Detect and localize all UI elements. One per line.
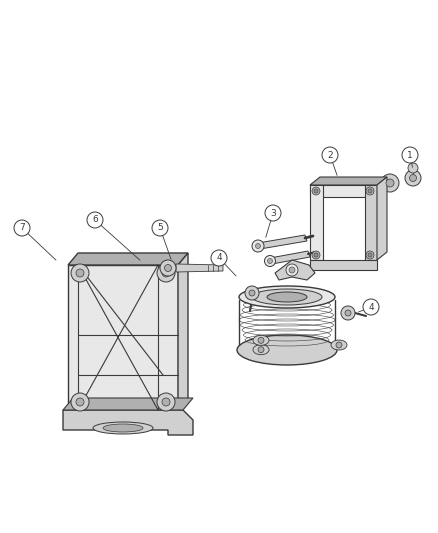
- Circle shape: [160, 260, 176, 276]
- Circle shape: [366, 251, 374, 259]
- Circle shape: [381, 174, 399, 192]
- Polygon shape: [310, 177, 387, 185]
- Polygon shape: [178, 253, 188, 410]
- Text: 5: 5: [157, 223, 163, 232]
- Ellipse shape: [239, 286, 335, 308]
- Circle shape: [268, 259, 272, 263]
- Circle shape: [249, 290, 255, 296]
- Circle shape: [265, 255, 276, 266]
- Polygon shape: [310, 260, 377, 270]
- Circle shape: [255, 244, 261, 248]
- Circle shape: [312, 251, 320, 259]
- Circle shape: [76, 398, 84, 406]
- Ellipse shape: [93, 422, 153, 434]
- Polygon shape: [270, 251, 310, 264]
- Circle shape: [252, 240, 264, 252]
- Polygon shape: [365, 185, 377, 260]
- Polygon shape: [68, 253, 188, 265]
- Circle shape: [368, 253, 372, 257]
- Text: 4: 4: [368, 303, 374, 311]
- Circle shape: [402, 147, 418, 163]
- Circle shape: [341, 306, 355, 320]
- Circle shape: [314, 189, 318, 193]
- Ellipse shape: [252, 289, 322, 305]
- Ellipse shape: [253, 335, 269, 345]
- Circle shape: [152, 220, 168, 236]
- Circle shape: [245, 286, 259, 300]
- Circle shape: [314, 253, 318, 257]
- Text: 4: 4: [216, 254, 222, 262]
- Circle shape: [386, 179, 394, 187]
- Circle shape: [76, 269, 84, 277]
- Circle shape: [405, 170, 421, 186]
- Circle shape: [71, 264, 89, 282]
- Circle shape: [363, 299, 379, 315]
- Ellipse shape: [103, 424, 143, 432]
- Circle shape: [312, 187, 320, 195]
- Polygon shape: [377, 177, 387, 260]
- Circle shape: [87, 212, 103, 228]
- Circle shape: [286, 264, 298, 276]
- Text: 3: 3: [270, 208, 276, 217]
- Circle shape: [258, 346, 264, 353]
- Circle shape: [345, 310, 351, 316]
- Circle shape: [289, 267, 295, 273]
- Polygon shape: [68, 265, 178, 410]
- Ellipse shape: [331, 340, 347, 350]
- Circle shape: [165, 264, 172, 271]
- Circle shape: [336, 342, 342, 348]
- Polygon shape: [310, 185, 323, 260]
- Circle shape: [408, 163, 418, 173]
- Text: 1: 1: [407, 150, 413, 159]
- Circle shape: [14, 220, 30, 236]
- Circle shape: [211, 250, 227, 266]
- Circle shape: [265, 205, 281, 221]
- Circle shape: [71, 393, 89, 411]
- Text: 7: 7: [19, 223, 25, 232]
- Polygon shape: [258, 235, 307, 249]
- Polygon shape: [310, 185, 377, 197]
- Ellipse shape: [253, 345, 269, 354]
- Polygon shape: [63, 398, 193, 410]
- Circle shape: [258, 337, 264, 343]
- Circle shape: [410, 174, 417, 182]
- Polygon shape: [176, 264, 223, 272]
- Circle shape: [162, 269, 170, 277]
- Text: 6: 6: [92, 215, 98, 224]
- Circle shape: [157, 393, 175, 411]
- Circle shape: [368, 189, 372, 193]
- Ellipse shape: [267, 292, 307, 302]
- Polygon shape: [275, 260, 315, 280]
- Polygon shape: [63, 410, 193, 435]
- Circle shape: [322, 147, 338, 163]
- Circle shape: [366, 187, 374, 195]
- Text: 2: 2: [327, 150, 333, 159]
- Circle shape: [157, 264, 175, 282]
- Circle shape: [162, 398, 170, 406]
- Ellipse shape: [237, 335, 337, 365]
